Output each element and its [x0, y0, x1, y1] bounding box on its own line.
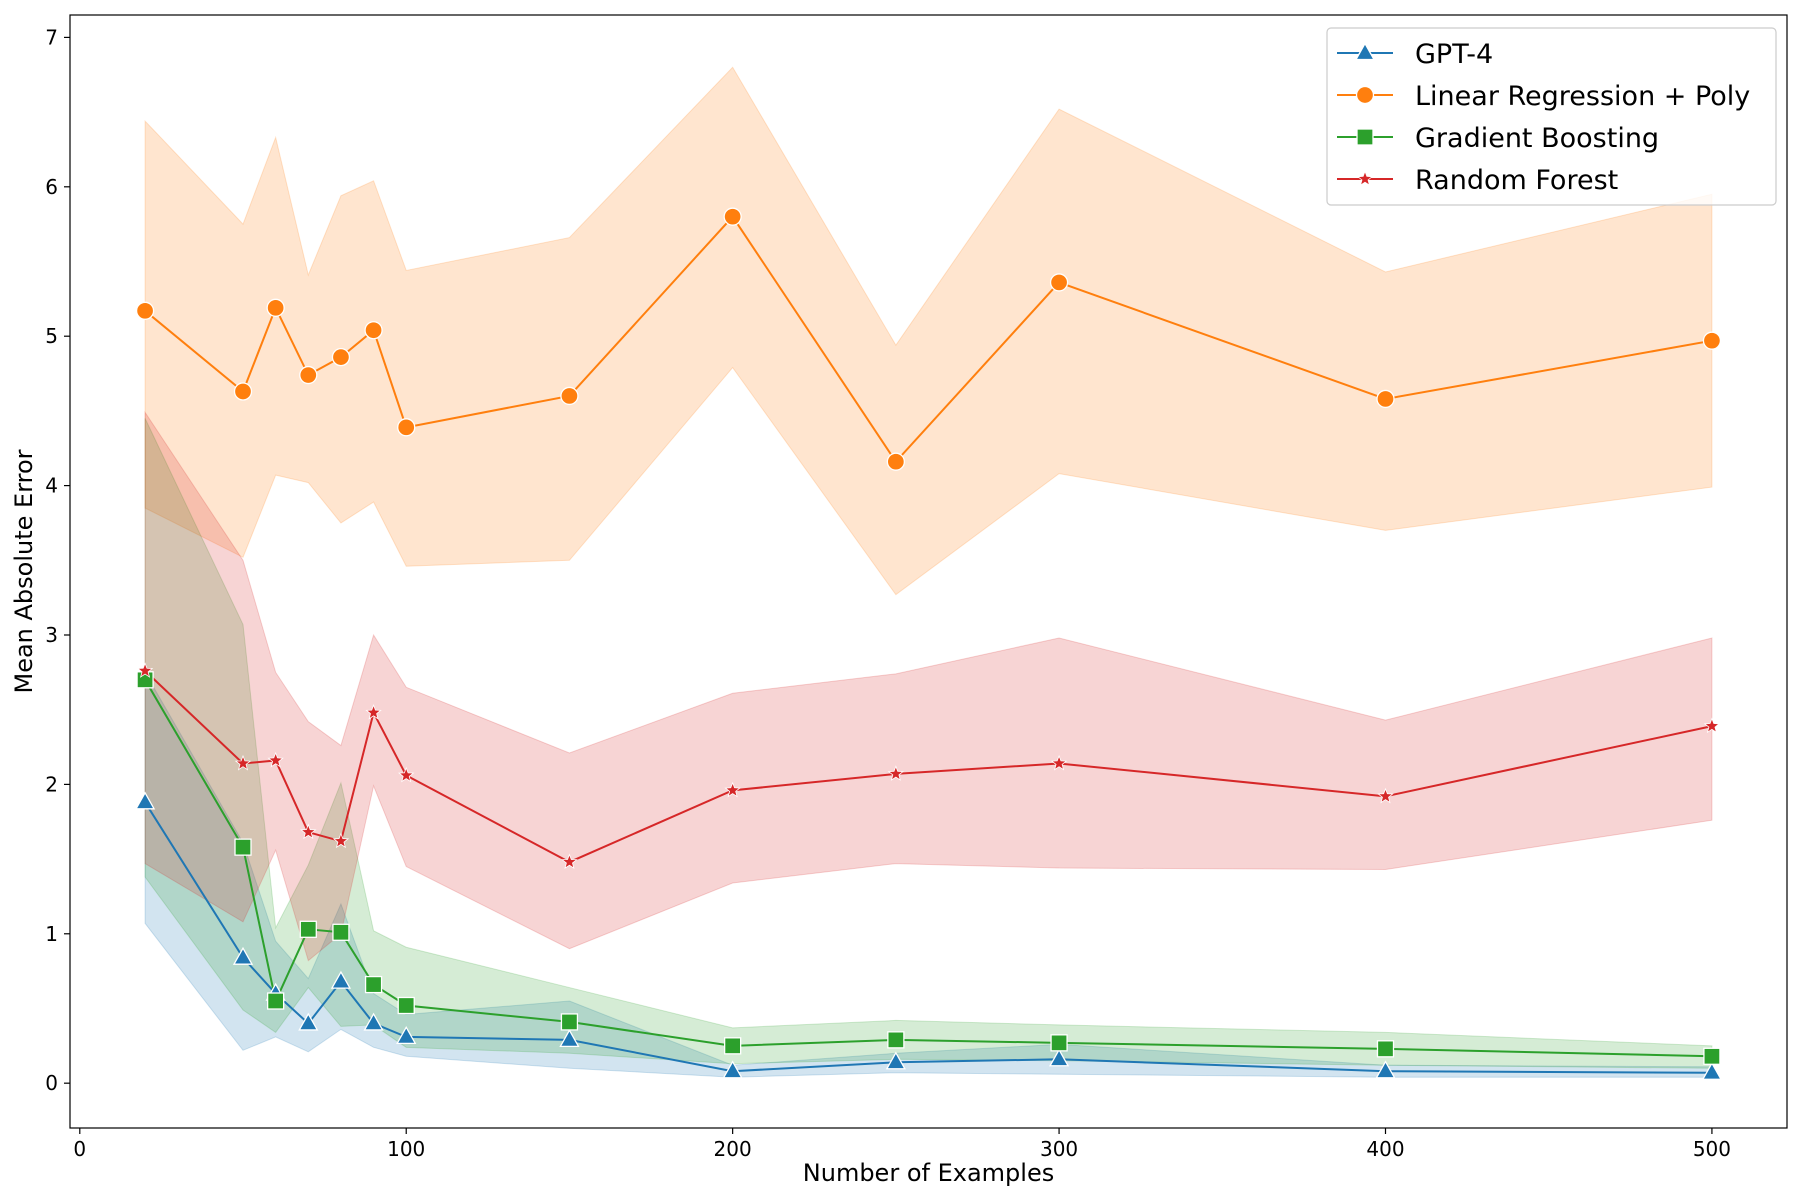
y-tick-label: 2 [45, 772, 58, 796]
point-gpt-4 [330, 970, 352, 989]
legend-label: Gradient Boosting [1415, 123, 1659, 154]
legend-marker [1354, 42, 1376, 61]
point-gradient-boosting [397, 996, 415, 1015]
point-gpt-4 [722, 1060, 743, 1079]
y-tick-label: 3 [45, 623, 58, 647]
band-random-forest [144, 410, 1713, 962]
point-gradient-boosting [1050, 1034, 1068, 1052]
series-markers [134, 207, 1723, 1080]
legend-marker [1356, 128, 1374, 146]
point-gradient-boosting [1376, 1040, 1395, 1058]
point-random-forest [267, 751, 284, 768]
x-axis-label: Number of Examples [803, 1159, 1054, 1187]
point-gpt-4 [1048, 1048, 1070, 1067]
point-random-forest [724, 781, 741, 798]
point-gradient-boosting [560, 1013, 579, 1031]
plot-frame [69, 14, 1788, 1129]
point-gradient-boosting [1703, 1047, 1721, 1065]
x-tick-label: 0 [73, 1137, 86, 1161]
point-linear-regression-poly [364, 321, 383, 340]
point-linear-regression-poly [1376, 389, 1395, 409]
y-tick-label: 1 [45, 922, 58, 946]
y-tick-label: 4 [45, 474, 58, 498]
point-gpt-4 [1375, 1060, 1396, 1079]
legend-marker [1356, 170, 1374, 186]
point-linear-regression-poly [266, 298, 285, 317]
legend-box [1326, 27, 1777, 206]
point-gradient-boosting [364, 975, 383, 994]
x-tick-label: 400 [1366, 1137, 1404, 1161]
legend-label: Random Forest [1415, 165, 1618, 196]
point-random-forest [332, 832, 350, 849]
y-tick-label: 6 [45, 175, 58, 199]
point-gpt-4 [232, 946, 254, 965]
x-tick-label: 300 [1040, 1137, 1078, 1161]
point-gradient-boosting [723, 1037, 742, 1055]
point-gpt-4 [1701, 1061, 1723, 1080]
point-gradient-boosting [887, 1031, 905, 1049]
point-gpt-4 [885, 1051, 906, 1070]
point-gpt-4 [559, 1029, 580, 1048]
legend: GPT-4 Linear Regression + Poly Gradient Bo… [1326, 27, 1777, 206]
y-tick-label: 0 [45, 1071, 58, 1095]
point-random-forest [561, 853, 578, 870]
point-random-forest [1703, 717, 1721, 734]
point-linear-regression-poly [135, 301, 155, 320]
point-gpt-4 [134, 791, 156, 810]
point-random-forest [365, 704, 382, 720]
point-linear-regression-poly [331, 347, 351, 367]
point-linear-regression-poly [233, 382, 253, 401]
point-linear-regression-poly [299, 365, 318, 385]
point-random-forest [234, 754, 252, 771]
point-gpt-4 [363, 1012, 384, 1031]
x-tick-label: 200 [714, 1137, 752, 1161]
legend-marker [1355, 85, 1375, 105]
point-random-forest [300, 823, 317, 840]
x-axis-ticks: 0 100 200 300 400 500 [73, 1128, 1731, 1161]
point-gradient-boosting [234, 838, 252, 856]
point-gpt-4 [298, 1012, 319, 1031]
point-random-forest [887, 765, 905, 781]
point-linear-regression-poly [560, 386, 579, 406]
x-tick-label: 500 [1693, 1137, 1731, 1161]
legend-label: Linear Regression + Poly [1415, 81, 1750, 112]
point-random-forest [1050, 754, 1068, 771]
point-linear-regression-poly [397, 418, 416, 437]
y-tick-label: 7 [45, 25, 58, 49]
point-gradient-boosting [332, 923, 350, 941]
point-linear-regression-poly [886, 452, 906, 471]
confidence-bands [144, 66, 1713, 1078]
point-linear-regression-poly [1049, 273, 1069, 292]
x-tick-label: 100 [387, 1137, 425, 1161]
point-linear-regression-poly [1702, 331, 1722, 350]
band-linear-regression-poly [144, 66, 1713, 596]
y-tick-label: 5 [45, 324, 58, 348]
y-axis-label: Mean Absolute Error [10, 449, 38, 693]
y-axis-ticks: 0 1 2 3 4 5 6 7 [45, 25, 70, 1095]
point-gradient-boosting [266, 992, 285, 1010]
point-random-forest [1377, 787, 1394, 804]
point-gpt-4 [396, 1026, 417, 1045]
point-random-forest [136, 662, 154, 678]
legend-label: GPT-4 [1415, 39, 1493, 70]
point-gradient-boosting [299, 920, 317, 938]
point-random-forest [398, 766, 415, 783]
point-linear-regression-poly [723, 207, 742, 226]
